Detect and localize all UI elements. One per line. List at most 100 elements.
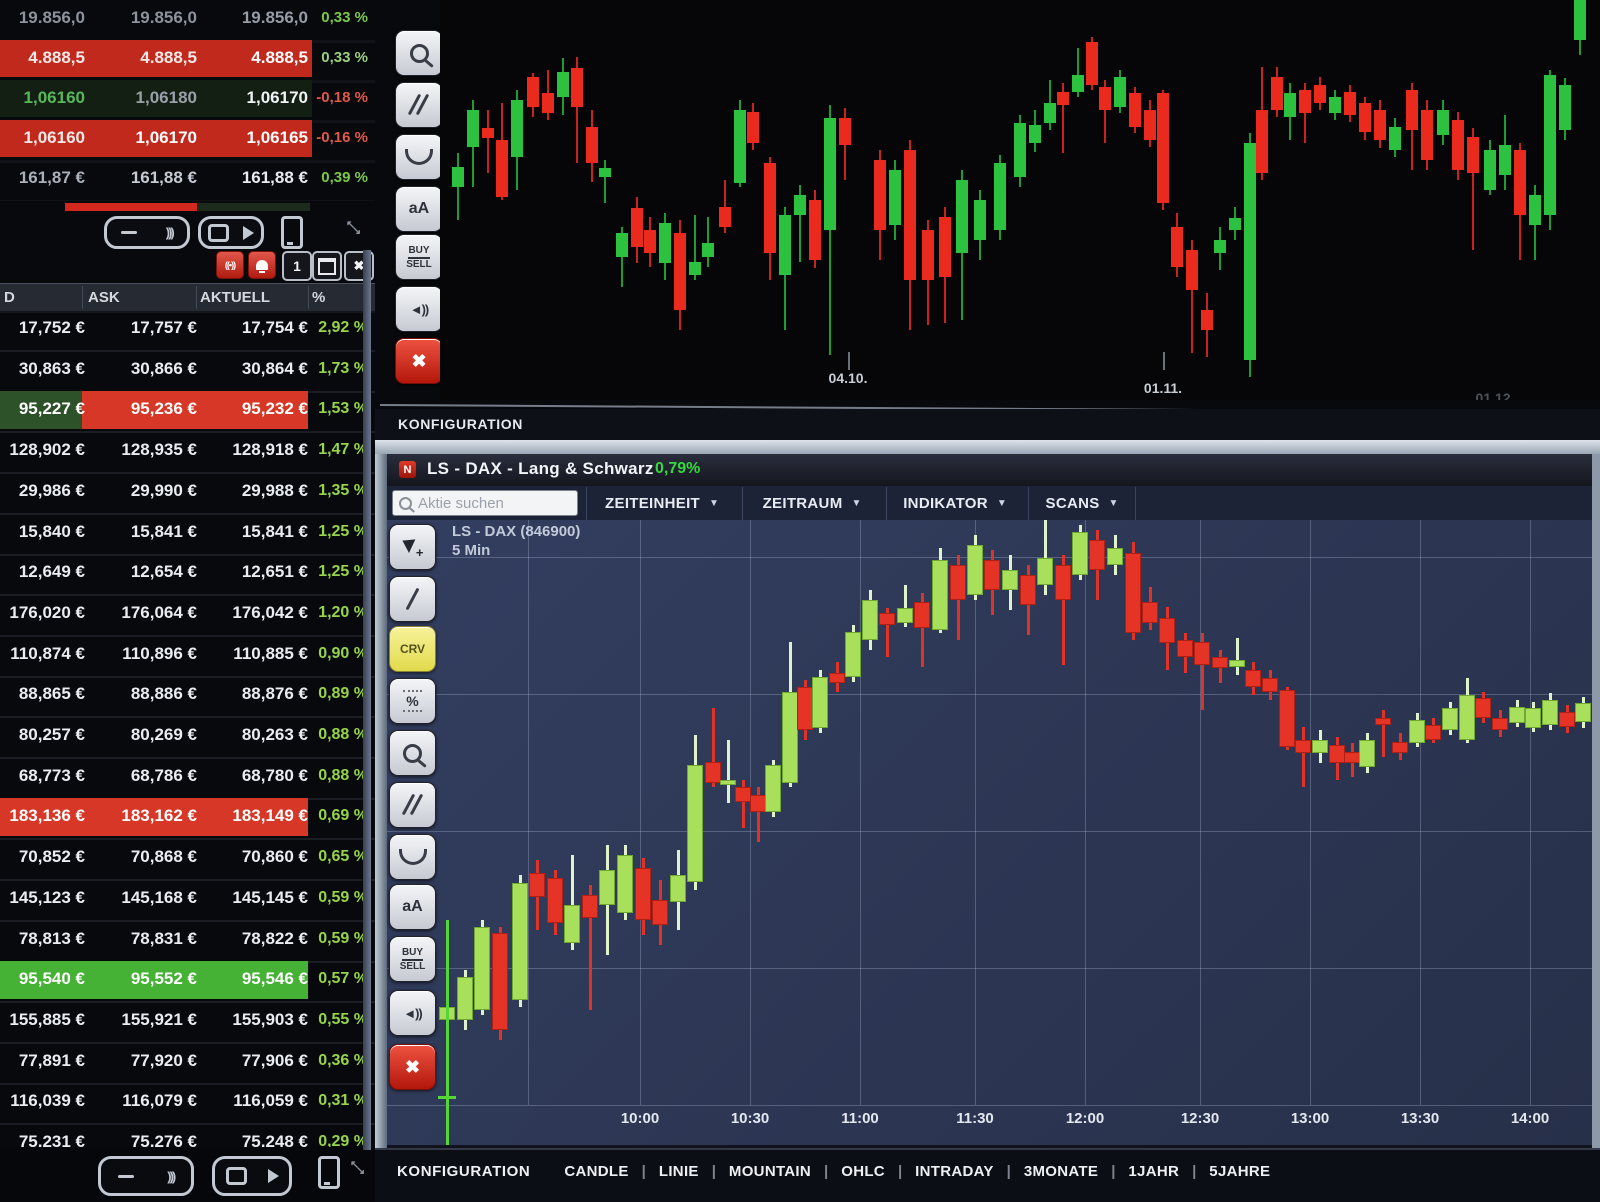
tool-zoom-button[interactable] [395, 30, 443, 76]
table-row[interactable]: 78,813 € 78,831 € 78,822 € 0,59 % [0, 921, 375, 963]
column-header[interactable]: ASK [88, 289, 120, 306]
ask-cell: 116,079 € [122, 1091, 197, 1111]
tool-curve-button[interactable] [395, 134, 443, 180]
candle [1344, 752, 1360, 763]
table-row[interactable]: 88,865 € 88,886 € 88,876 € 0,89 % [0, 676, 375, 719]
table-row[interactable]: 17,752 € 17,757 € 17,754 € 2,92 % [0, 310, 375, 352]
chart-type-1jahr[interactable]: 1JAHR [1128, 1163, 1180, 1180]
candle [1459, 695, 1475, 740]
overview-chart[interactable]: 04.10. 01.11. 01.12. [440, 0, 1600, 400]
chart-type-candle[interactable]: CANDLE [564, 1163, 629, 1180]
tool-trendlines-button[interactable] [389, 782, 436, 828]
table-row[interactable]: 110,874 € 110,896 € 110,885 € 0,90 % [0, 636, 375, 678]
table-row[interactable]: 128,902 € 128,935 € 128,918 € 1,47 % [0, 432, 375, 475]
table-row[interactable]: 176,020 € 176,064 € 176,042 € 1,20 % [0, 595, 375, 637]
dax-title-bar[interactable]: N LS - DAX - Lang & Schwarz 0,79% [387, 454, 1592, 487]
resize-icon[interactable]: ↖ ↘ [350, 1159, 368, 1178]
pct-cell: 2,92 % [318, 319, 368, 336]
table-row[interactable]: 155,885 € 155,921 € 155,903 € 0,55 % [0, 1002, 375, 1044]
mini-table-row[interactable]: 4.888,5 4.888,5 4.888,5 0,33 % [0, 40, 375, 83]
tool-text-button[interactable]: aA [395, 186, 443, 232]
resize-icon[interactable]: ↖ ↘ [346, 219, 364, 238]
table-row[interactable]: 183,136 € 183,162 € 183,149 € 0,69 % [0, 798, 375, 841]
mini-table-row[interactable]: 19.856,0 19.856,0 19.856,0 0,33 % [0, 0, 375, 43]
dax-chart[interactable]: LS - DAX (846900) 5 Min 10:00 10:30 11:00 1… [387, 520, 1592, 1145]
ask-cell: 70,868 € [130, 847, 197, 867]
tool-trendlines-button[interactable] [395, 82, 443, 128]
table-row[interactable]: 30,863 € 30,866 € 30,864 € 1,73 % [0, 351, 375, 393]
mini-table-row[interactable]: 161,87 € 161,88 € 161,88 € 0,39 % [0, 160, 375, 201]
candle [1314, 85, 1326, 103]
menu-zeiteinheit[interactable]: ZEITEINHEIT ▼ [586, 487, 737, 520]
one-badge[interactable]: 1 [282, 251, 312, 281]
column-header[interactable]: % [312, 289, 326, 306]
tool-close-button[interactable]: ✖ [395, 338, 443, 384]
chart-type-mountain[interactable]: MOUNTAIN [728, 1163, 812, 1180]
header-divider [82, 286, 83, 309]
mini-table-row[interactable]: 1,06160 1,06180 1,06170 -0,18 % [0, 80, 375, 123]
phone-icon[interactable] [281, 216, 303, 249]
dax-window-frame-left [375, 454, 387, 1200]
table-row[interactable]: 15,840 € 15,841 € 15,841 € 1,25 % [0, 514, 375, 556]
tool-speaker-button[interactable]: ◄)) [389, 990, 436, 1036]
mini-table-row[interactable]: 1,06160 1,06170 1,06165 -0,16 % [0, 120, 375, 163]
mute-toggle[interactable]: ))) [104, 216, 190, 249]
tool-percent-button[interactable]: % [389, 678, 436, 724]
tool-crv-button[interactable]: CRV [389, 626, 436, 672]
last-cell: 128,918 € [232, 440, 308, 460]
tool-buysell-button[interactable]: BUY SELL [389, 936, 436, 982]
column-header[interactable]: AKTUELL [200, 289, 270, 306]
flag-toggle[interactable] [212, 1156, 292, 1196]
chart-type-ohlc[interactable]: OHLC [841, 1163, 885, 1180]
bell-icon[interactable] [248, 251, 276, 279]
tool-buysell-button[interactable]: BUY SELL [395, 234, 443, 280]
candle [705, 762, 721, 783]
table-row[interactable]: 95,227 € 95,236 € 95,232 € 1,53 % [0, 391, 375, 434]
table-row[interactable]: 116,039 € 116,079 € 116,059 € 0,31 % [0, 1083, 375, 1126]
tool-line-button[interactable] [389, 576, 436, 622]
table-row[interactable]: 70,852 € 70,868 € 70,860 € 0,65 % [0, 839, 375, 882]
pct-cell: 0,31 % [318, 1092, 368, 1110]
mute-toggle[interactable]: ))) [98, 1156, 194, 1196]
chart-type-5jahre[interactable]: 5JAHRE [1209, 1163, 1271, 1180]
chevron-down-icon: ▼ [1108, 498, 1119, 509]
tool-pointer-button[interactable]: + [389, 524, 436, 570]
menu-zeitraum[interactable]: ZEITRAUM ▼ [742, 487, 881, 520]
flag-toggle[interactable] [198, 216, 264, 249]
pointer-icon: + [401, 535, 424, 560]
window-icon[interactable] [312, 251, 342, 281]
gridline-h [387, 968, 1592, 969]
quote-value: 1,06170 [246, 88, 308, 107]
menu-indikator[interactable]: INDIKATOR ▼ [886, 487, 1023, 520]
tool-speaker-button[interactable]: ◄)) [395, 286, 443, 332]
table-row[interactable]: 75,231 € 75,276 € 75,248 € 0,29 % [0, 1124, 375, 1147]
tool-zoom-button[interactable] [389, 730, 436, 776]
table-row[interactable]: 77,891 € 77,920 € 77,906 € 0,36 % [0, 1043, 375, 1085]
zoom-slider-handle[interactable] [438, 1096, 456, 1099]
table-row[interactable]: 12,649 € 12,654 € 12,651 € 1,25 % [0, 554, 375, 597]
menu-scans[interactable]: SCANS ▼ [1028, 487, 1136, 520]
konfiguration-label[interactable]: KONFIGURATION [398, 416, 523, 432]
table-row[interactable]: 29,986 € 29,990 € 29,988 € 1,35 % [0, 473, 375, 515]
chart-type-linie[interactable]: LINIE [658, 1163, 699, 1180]
tool-close-button[interactable]: ✖ [389, 1044, 436, 1090]
pct-cell: 0,57 % [318, 970, 368, 988]
search-input[interactable]: Aktie suchen [392, 490, 578, 516]
arrow-nw: ↖ [346, 219, 356, 231]
chart-type-intraday[interactable]: INTRADAY [915, 1163, 994, 1180]
table-row[interactable]: 80,257 € 80,269 € 80,263 € 0,88 % [0, 717, 375, 759]
table-row[interactable]: 68,773 € 68,786 € 68,780 € 0,88 % [0, 758, 375, 800]
candle-wick [724, 180, 726, 233]
tool-text-button[interactable]: aA [389, 884, 436, 930]
broadcast-icon[interactable]: ((•)) [216, 251, 244, 279]
gridline-v [860, 520, 861, 1105]
zoom-slider[interactable] [446, 920, 449, 1145]
candle [452, 167, 464, 187]
phone-icon[interactable] [318, 1156, 340, 1189]
column-header[interactable]: D [4, 289, 15, 306]
konfiguration-label[interactable]: KONFIGURATION [397, 1163, 531, 1180]
table-row[interactable]: 95,540 € 95,552 € 95,546 € 0,57 % [0, 961, 375, 1004]
table-row[interactable]: 145,123 € 145,168 € 145,145 € 0,59 % [0, 880, 375, 922]
chart-type-3monate[interactable]: 3MONATE [1023, 1163, 1099, 1180]
tool-curve-button[interactable] [389, 834, 436, 880]
